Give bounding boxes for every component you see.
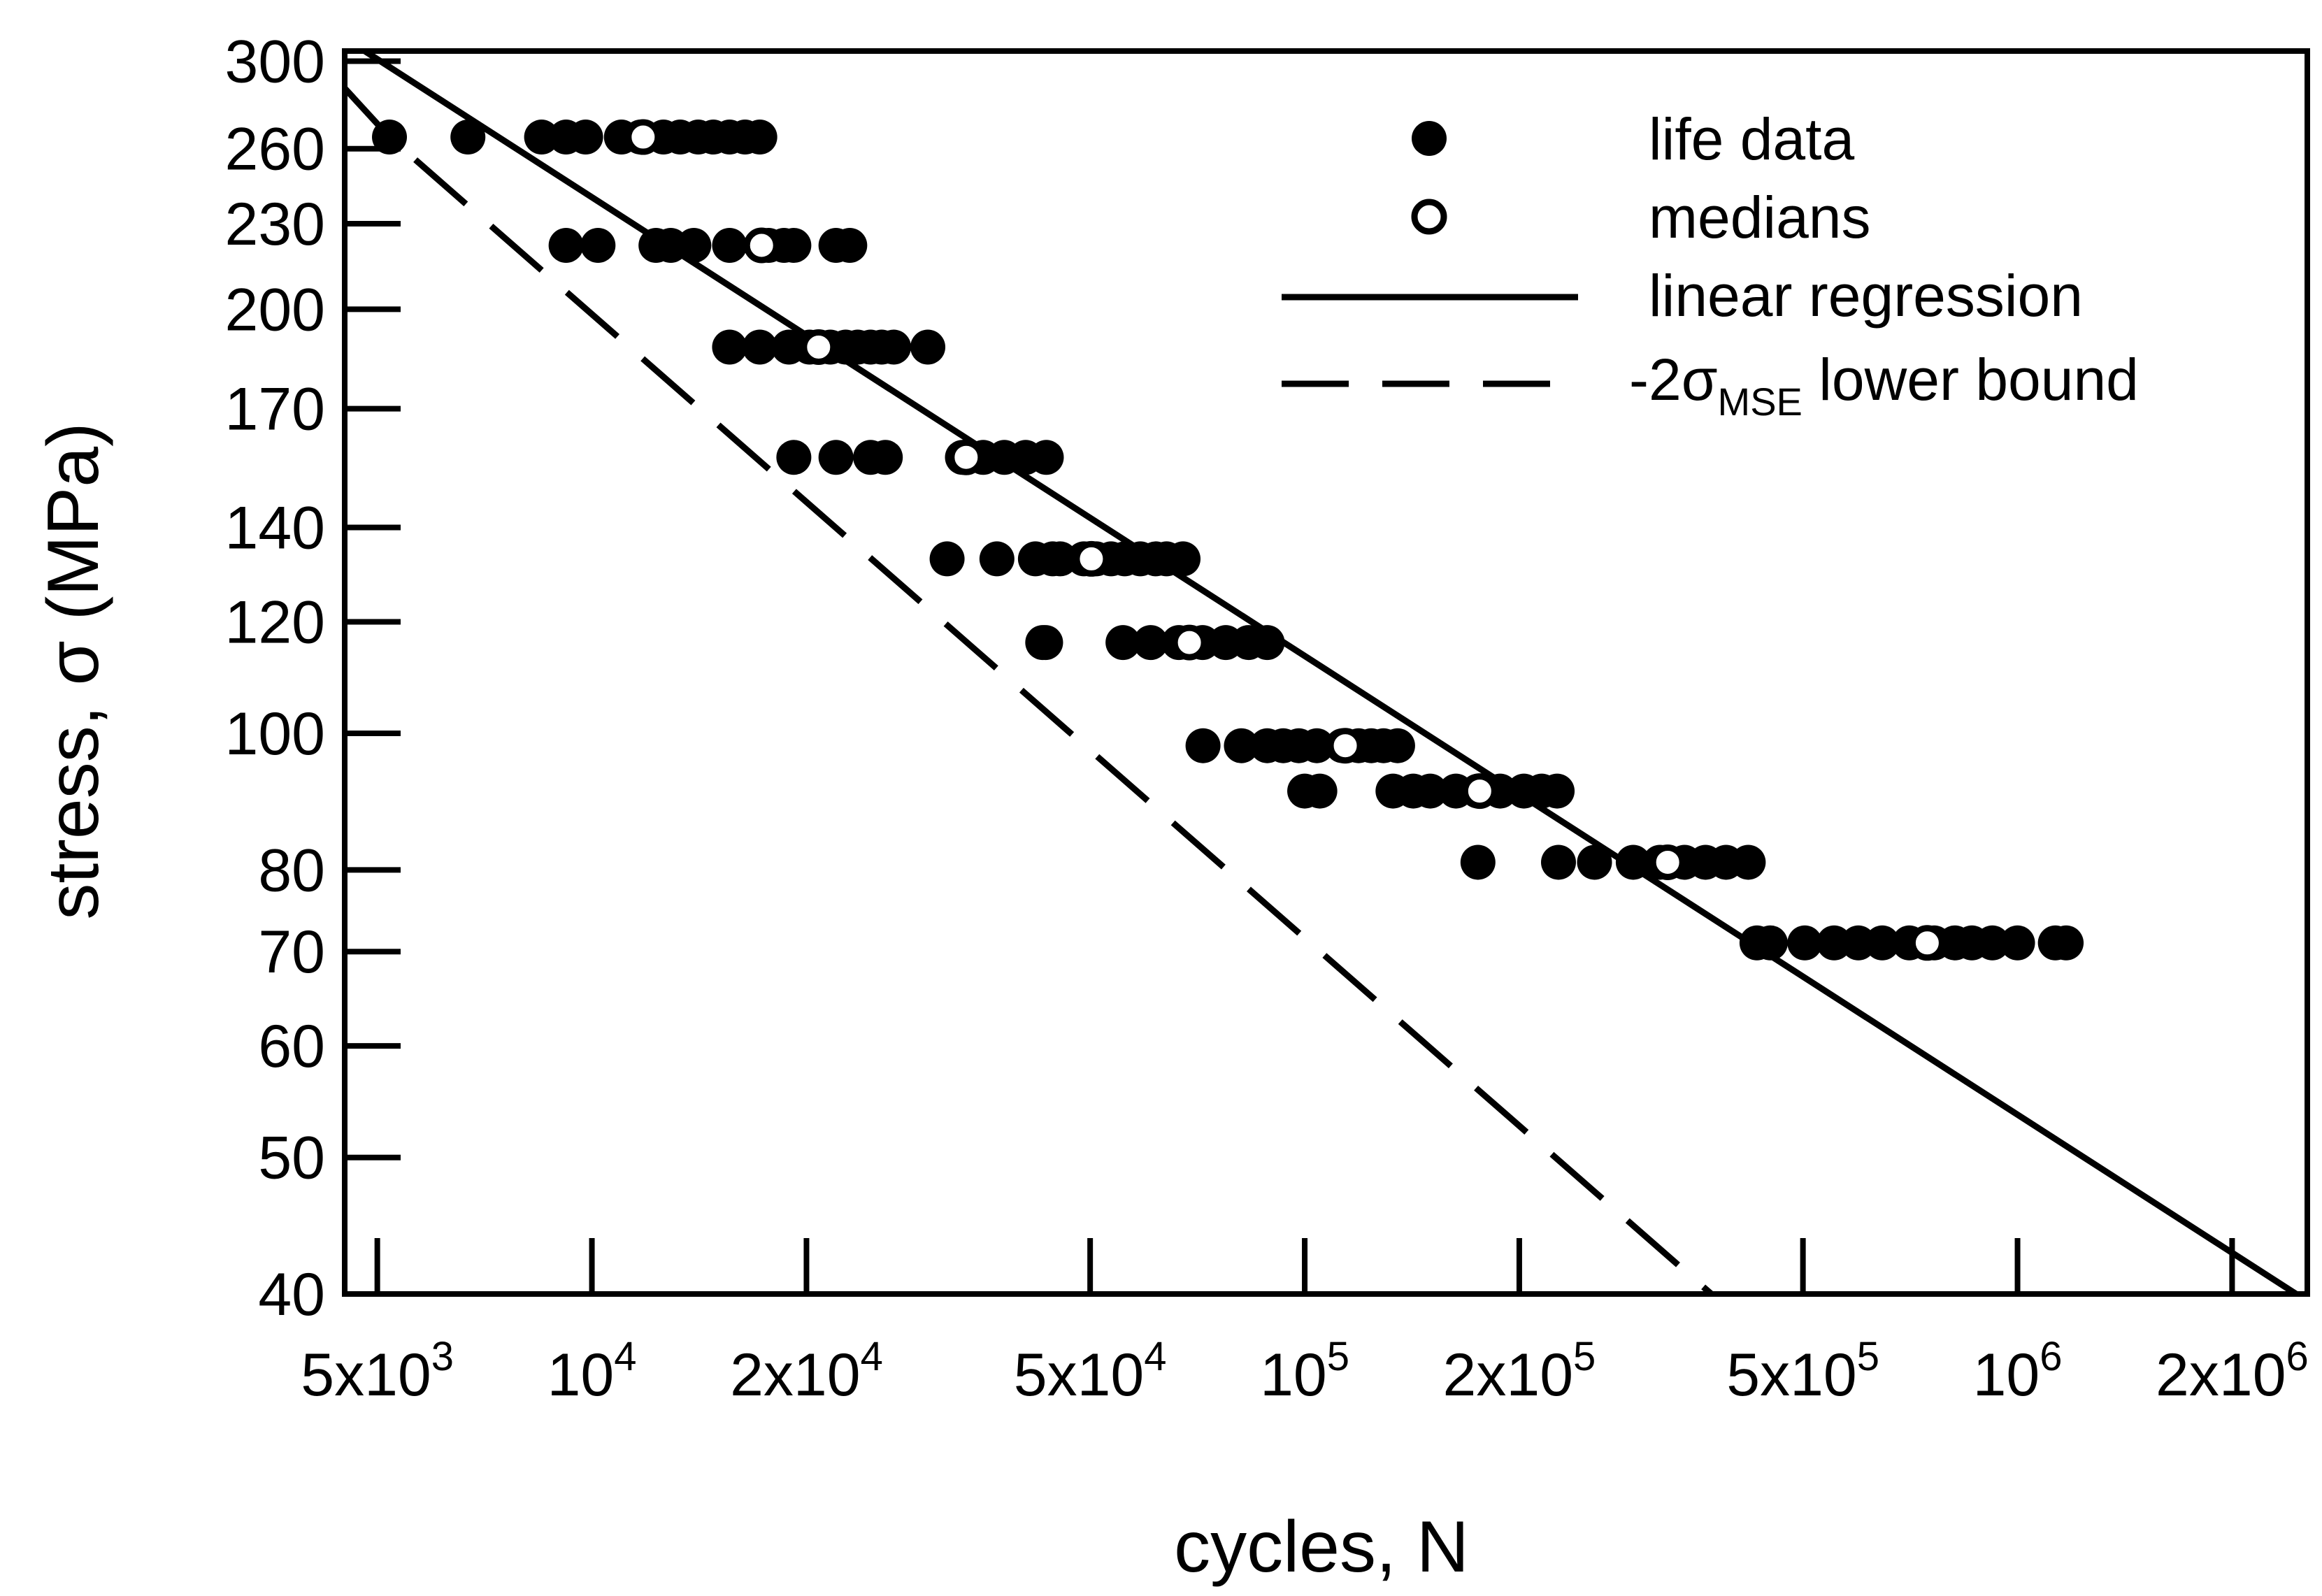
y-tick-label: 170: [225, 376, 326, 443]
y-tick-label: 70: [258, 919, 325, 986]
median-point: [1461, 773, 1498, 810]
y-axis-title: stress, σ (MPa): [33, 422, 114, 919]
life-data-point: [832, 228, 868, 264]
legend-life-data-marker: [1412, 121, 1447, 156]
y-tick-label: 140: [225, 495, 326, 562]
life-data-point: [776, 228, 812, 264]
median-point: [1073, 540, 1110, 577]
life-data-point: [1752, 925, 1788, 961]
lower-bound-line: [345, 86, 1714, 1294]
life-data-point: [1730, 844, 1766, 880]
legend-regression-label: linear regression: [1649, 263, 2083, 329]
life-data-point: [876, 329, 912, 365]
life-data-point: [1816, 925, 1852, 961]
life-data-point: [1029, 440, 1064, 475]
life-data-point: [1541, 844, 1577, 880]
life-data-point: [1975, 925, 2010, 961]
legend-lower-bound-prefix: -2σ: [1629, 347, 1718, 412]
median-point: [948, 439, 984, 475]
life-data-point: [910, 329, 946, 365]
life-data-point: [742, 329, 777, 365]
plot-frame: [342, 48, 2310, 1297]
median-point: [1171, 624, 1207, 661]
life-data-point: [372, 120, 408, 155]
plot-area: [345, 51, 2298, 1294]
x-tick-label: 5x103: [301, 1334, 454, 1409]
x-tick-label: 106: [1973, 1334, 2063, 1409]
life-data-point: [1105, 625, 1141, 661]
y-tick-label: 300: [225, 28, 326, 95]
median-point: [1909, 925, 1945, 961]
y-tick-label: 200: [225, 276, 326, 343]
life-data-point: [1840, 925, 1876, 961]
x-tick-label: 2x106: [2156, 1334, 2309, 1409]
x-axis-title: cycles, N: [1174, 1507, 1469, 1588]
life-data-point: [818, 440, 854, 475]
legend-lower-bound-suffix: lower bound: [1803, 347, 2139, 412]
life-data-point: [524, 120, 559, 155]
life-data-point: [1540, 773, 1575, 809]
life-data-point: [1224, 728, 1259, 763]
y-tick-label: 50: [258, 1125, 325, 1192]
life-data-point: [676, 228, 712, 264]
y-tick-label: 60: [258, 1013, 325, 1080]
life-data-point: [1460, 844, 1496, 880]
life-data-point: [1865, 925, 1900, 961]
y-tick-label: 40: [258, 1261, 325, 1328]
life-data-point: [1249, 625, 1285, 661]
legend-medians-label: medians: [1649, 185, 1871, 250]
legend-lower-bound-subscript: MSE: [1718, 380, 1803, 424]
x-tick-label: 2x104: [730, 1334, 883, 1409]
life-data-point: [568, 120, 603, 155]
life-data-point: [580, 228, 616, 264]
y-axis-title-part-1: stress,: [33, 686, 114, 920]
x-tick-label: 5x104: [1014, 1334, 1167, 1409]
life-data-point: [712, 329, 747, 365]
life-data-point: [1299, 728, 1335, 763]
legend-life-data-label: life data: [1649, 106, 1854, 172]
life-data-point: [1166, 541, 1201, 577]
x-tick-label: 5x105: [1726, 1334, 1879, 1409]
median-point: [801, 329, 837, 366]
life-data-point: [1028, 625, 1063, 661]
life-data-point: [929, 541, 965, 577]
y-tick-label: 100: [225, 700, 326, 768]
y-tick-label: 230: [225, 191, 326, 258]
y-axis-title-sigma: σ: [33, 640, 114, 685]
life-data-point: [1133, 625, 1168, 661]
x-tick-label: 2x105: [1443, 1334, 1596, 1409]
life-data-point: [776, 440, 812, 475]
y-tick-label: 80: [258, 837, 325, 904]
life-data-point: [1379, 728, 1415, 763]
life-data-point: [1577, 844, 1612, 880]
life-data-point: [1302, 773, 1338, 809]
life-data-point: [450, 120, 486, 155]
median-point: [743, 227, 780, 264]
life-data-point: [1787, 925, 1823, 961]
life-data-point: [742, 120, 777, 155]
x-tick-label: 105: [1260, 1334, 1349, 1409]
life-data-point: [712, 228, 747, 264]
life-data-point: [979, 541, 1015, 577]
life-data-point: [1185, 728, 1221, 763]
x-tick-label: 104: [547, 1334, 637, 1409]
life-data-point: [1412, 773, 1448, 809]
y-axis-title-part-2: (MPa): [33, 422, 114, 640]
life-data-point: [868, 440, 903, 475]
life-data-point: [2049, 925, 2084, 961]
life-data-point: [2000, 925, 2035, 961]
legend: life data medians linear regression -2σM…: [1282, 106, 2139, 424]
axis-ticks: 40 50 60 70 80 100 120 140 170 200 230 260 300 5x103 1…: [225, 28, 2309, 1409]
life-data-point: [548, 228, 584, 264]
data-marks: [372, 119, 2084, 961]
y-tick-label: 120: [225, 589, 326, 656]
legend-medians-marker: [1411, 199, 1447, 235]
median-point: [1649, 844, 1686, 880]
legend-lower-bound-label: -2σMSE lower bound: [1629, 347, 2139, 424]
median-point: [1327, 728, 1363, 764]
life-data-point: [1615, 844, 1651, 880]
y-tick-label: 260: [225, 116, 326, 183]
median-point: [625, 119, 661, 155]
